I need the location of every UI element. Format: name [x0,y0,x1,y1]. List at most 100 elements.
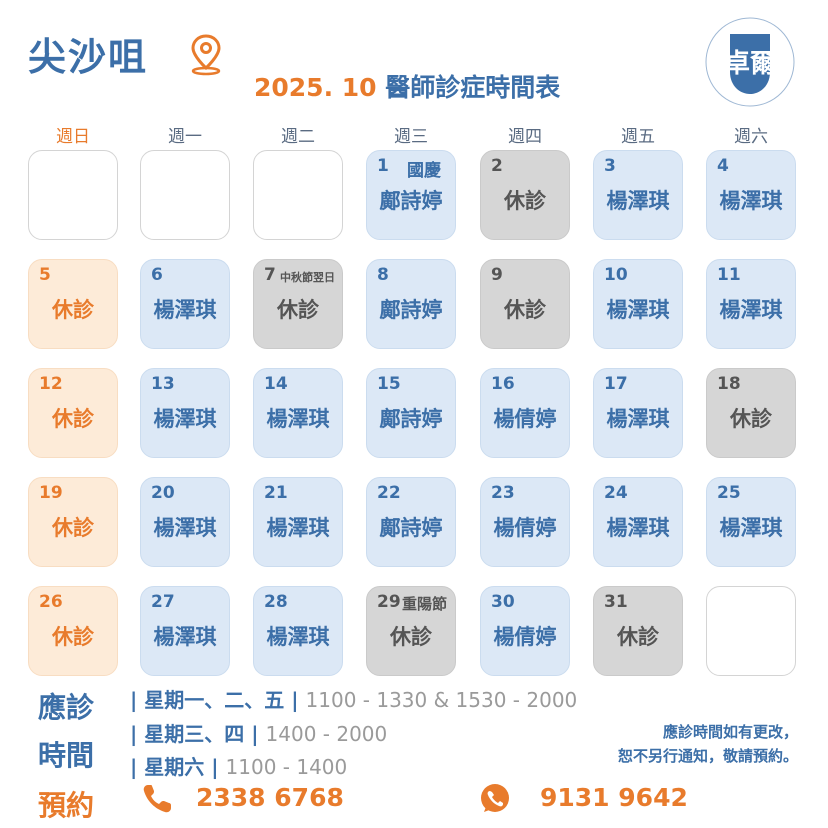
hours-days: | 星期一、二、五 | [130,688,299,712]
weekday-header: 週三 [394,127,428,147]
day-number: 6 [151,265,163,285]
day-number: 26 [39,592,63,612]
calendar-day-cell: 15 鄺詩婷 [366,368,456,458]
hours-time: 1100 - 1330 & 1530 - 2000 [305,688,578,712]
doctor-name: 楊澤琪 [606,189,670,213]
doctor-name: 鄺詩婷 [379,407,443,431]
day-number: 11 [717,265,741,285]
calendar-day-cell: 2 休診 [480,150,570,240]
doctor-name: 楊澤琪 [153,516,217,540]
day-number: 29 [377,592,401,612]
doctor-name: 休診 [504,189,546,213]
doctor-name: 楊澤琪 [606,407,670,431]
notice-line-2: 恕不另行通知，敬請預約。 [617,747,798,765]
holiday-note: 重陽節 [402,595,448,613]
doctor-name: 鄺詩婷 [379,298,443,322]
calendar-day-cell: 11 楊澤琪 [706,259,796,349]
calendar-day-cell [253,150,343,240]
hours-time: 1100 - 1400 [225,755,348,779]
booking-label: 預約 [38,789,95,822]
doctor-name: 楊倩婷 [493,516,557,540]
calendar-day-cell: 24 楊澤琪 [593,477,683,567]
day-number: 9 [491,265,503,285]
day-number: 3 [604,156,616,176]
clinic-logo: 卓爾 [705,17,795,107]
calendar-day-cell: 14 楊澤琪 [253,368,343,458]
doctor-name: 休診 [730,407,772,431]
doctor-name: 楊澤琪 [266,516,330,540]
calendar-day-cell: 12 休診 [28,368,118,458]
doctor-name: 楊澤琪 [153,625,217,649]
phone-number[interactable]: 2338 6768 [196,783,344,812]
doctor-name: 楊澤琪 [719,189,783,213]
day-number: 25 [717,483,741,503]
doctor-name: 楊澤琪 [266,407,330,431]
location-title: 尖沙咀 [28,35,149,79]
doctor-name: 鄺詩婷 [379,189,443,213]
calendar-day-cell: 6 楊澤琪 [140,259,230,349]
calendar-day-cell: 1 國慶 鄺詩婷 [366,150,456,240]
doctor-name: 休診 [617,625,659,649]
change-notice: 應診時間如有更改， 恕不另行通知，敬請預約。 [618,720,798,768]
doctor-name: 楊澤琪 [719,298,783,322]
day-number: 19 [39,483,63,503]
day-number: 5 [39,265,51,285]
day-number: 18 [717,374,741,394]
hours-line-3: | 星期六 | 1100 - 1400 [130,751,347,780]
calendar-day-cell: 10 楊澤琪 [593,259,683,349]
doctor-name: 楊澤琪 [153,407,217,431]
hours-line-2: | 星期三、四 | 1400 - 2000 [130,718,387,747]
calendar-day-cell: 30 楊倩婷 [480,586,570,676]
holiday-note: 中秋節翌日 [280,271,335,284]
calendar-day-cell: 20 楊澤琪 [140,477,230,567]
doctor-name: 休診 [504,298,546,322]
hours-days: | 星期六 | [130,755,219,779]
day-number: 7 [264,265,276,285]
year-month: 2025. 10 [254,73,377,102]
calendar-day-cell: 18 休診 [706,368,796,458]
day-number: 24 [604,483,628,503]
day-number: 14 [264,374,288,394]
day-number: 20 [151,483,175,503]
phone-icon [143,785,171,813]
day-number: 17 [604,374,628,394]
calendar-day-cell [28,150,118,240]
calendar-day-cell [706,586,796,676]
doctor-name: 休診 [390,625,432,649]
calendar-day-cell: 5 休診 [28,259,118,349]
holiday-note: 國慶 [407,161,441,181]
day-number: 21 [264,483,288,503]
weekday-header: 週四 [508,127,542,147]
day-number: 8 [377,265,389,285]
weekday-header: 週五 [621,127,655,147]
calendar-day-cell: 21 楊澤琪 [253,477,343,567]
calendar-day-cell: 16 楊倩婷 [480,368,570,458]
whatsapp-number[interactable]: 9131 9642 [540,783,688,812]
calendar-day-cell [140,150,230,240]
location-pin-icon [191,34,221,76]
day-number: 2 [491,156,503,176]
day-number: 30 [491,592,515,612]
hours-days: | 星期三、四 | [130,722,259,746]
doctor-name: 休診 [277,298,319,322]
calendar-day-cell: 29 重陽節休診 [366,586,456,676]
calendar-day-cell: 4 楊澤琪 [706,150,796,240]
day-number: 23 [491,483,515,503]
calendar-day-cell: 19 休診 [28,477,118,567]
doctor-name: 楊倩婷 [493,625,557,649]
weekday-header: 週一 [168,127,202,147]
logo-text: 卓爾 [724,49,776,79]
doctor-name: 休診 [52,407,94,431]
doctor-name: 楊倩婷 [493,407,557,431]
calendar-day-cell: 28 楊澤琪 [253,586,343,676]
whatsapp-icon [481,784,509,812]
calendar-day-cell: 7 中秋節翌日休診 [253,259,343,349]
calendar-day-cell: 31 休診 [593,586,683,676]
doctor-name: 鄺詩婷 [379,516,443,540]
doctor-name: 楊澤琪 [719,516,783,540]
day-number: 13 [151,374,175,394]
day-number: 10 [604,265,628,285]
day-number: 16 [491,374,515,394]
weekday-header: 週二 [281,127,315,147]
weekday-header: 週日 [56,127,90,147]
